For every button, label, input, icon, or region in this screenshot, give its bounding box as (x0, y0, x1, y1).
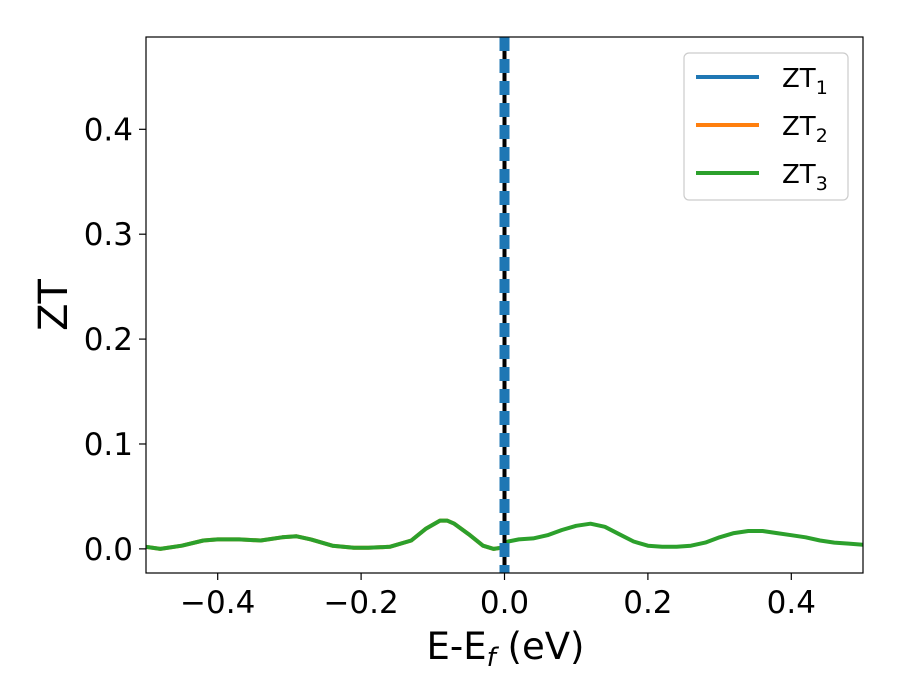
x-tick-label: 0.2 (623, 585, 672, 621)
legend-label-zt1: ZT1 (782, 64, 828, 99)
x-axis-label: E-Ef (eV) (427, 625, 585, 673)
series-line-segment-3 (506, 521, 863, 549)
legend-label-zt2: ZT2 (782, 112, 828, 147)
axes: −0.4 −0.2 0.0 0.2 0.4 0.0 0.1 0.2 0.3 0.4 E-Ef (eV… (31, 36, 864, 673)
x-tick-label: −0.4 (180, 585, 255, 621)
y-tick-label: 0.4 (84, 112, 133, 148)
y-tick-label: 0.2 (84, 322, 133, 358)
legend: ZT1 ZT2 ZT3 (683, 52, 849, 201)
legend-label-zt3: ZT3 (782, 160, 828, 195)
x-tick-label: 0.4 (767, 585, 816, 621)
x-tick-label: −0.2 (323, 585, 398, 621)
y-tick-label: 0.1 (84, 427, 133, 463)
y-tick-label: 0.3 (84, 217, 133, 253)
y-tick-label: 0.0 (84, 532, 133, 568)
series-line-zt3 (146, 518, 503, 551)
plot-area (146, 37, 863, 573)
y-axis-label: ZT (31, 279, 77, 331)
x-tick-label: 0.0 (480, 585, 529, 621)
legend-box (683, 52, 849, 201)
